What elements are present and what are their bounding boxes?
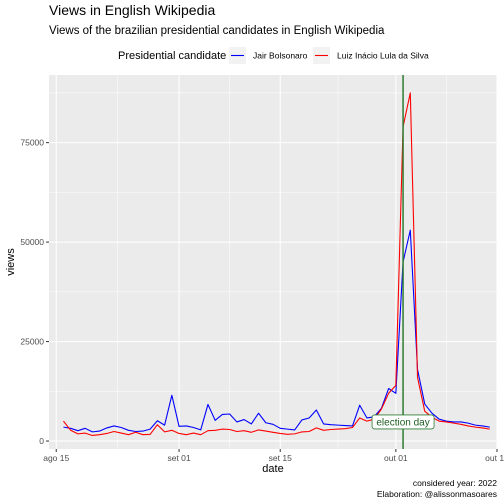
y-tick-label: 25000 [20, 337, 44, 347]
x-tick-label: set 01 [167, 453, 190, 463]
caption-author: Elaboration: @alissonmasoares [377, 489, 497, 499]
series-line-lula [63, 92, 490, 437]
x-axis-title: date [262, 463, 283, 475]
caption-year: considered year: 2022 [413, 478, 497, 488]
axis-ticks [46, 142, 498, 452]
x-tick-label: out 15 [485, 453, 504, 463]
chart-title: Views in English Wikipedia [49, 2, 215, 18]
series-line-bolsonaro [63, 229, 490, 433]
y-axis-title: views [5, 248, 17, 276]
legend-title: Presidential candidate [118, 50, 226, 62]
election-day-label: election day [376, 417, 429, 428]
y-tick-labels: 0 25000 50000 75000 [20, 138, 44, 446]
legend-label-lula: Luiz Inácio Lula da Silva [337, 51, 429, 61]
plot-panel [49, 75, 497, 449]
series-lines [63, 92, 490, 437]
chart-subtitle: Views of the brazilian presidential cand… [49, 25, 385, 37]
y-tick-label: 0 [39, 436, 44, 446]
legend: Presidential candidate Jair Bolsonaro Lui… [118, 47, 429, 64]
y-tick-label: 75000 [20, 138, 44, 148]
election-day-annotation: election day [371, 75, 435, 449]
x-tick-label: ago 15 [43, 453, 69, 463]
x-tick-label: out 01 [384, 453, 408, 463]
election-day-label-box [371, 414, 435, 430]
y-tick-label: 50000 [20, 237, 44, 247]
legend-label-bolsonaro: Jair Bolsonaro [253, 51, 308, 61]
grid-major [49, 75, 498, 449]
x-tick-label: set 15 [269, 453, 292, 463]
x-tick-labels: ago 15 set 01 set 15 out 01 out 15 [43, 453, 504, 463]
